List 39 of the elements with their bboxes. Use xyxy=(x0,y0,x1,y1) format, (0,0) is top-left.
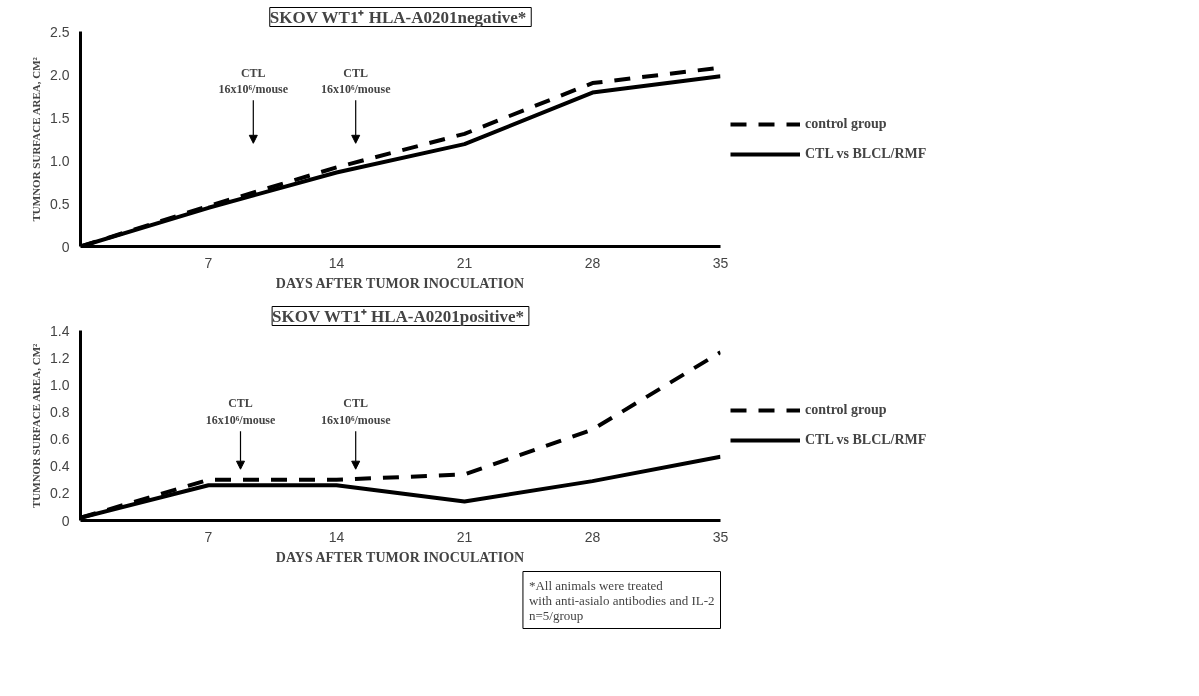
x-tick-label: 28 xyxy=(584,254,601,271)
y-tick-label: 1.2 xyxy=(50,349,70,366)
y-tick-label: 0 xyxy=(61,512,70,529)
y-tick-label: 0.4 xyxy=(50,458,70,475)
x-tick-label: 14 xyxy=(328,254,345,271)
y-tick-label: 0 xyxy=(61,238,70,255)
y-axis-title: TUMNOR SURFACE AREA, CM² xyxy=(30,342,43,509)
y-tick-label: 2.0 xyxy=(50,66,70,83)
annotation: CTL 16x10⁶/mouse xyxy=(218,65,289,97)
y-tick-label: 0.6 xyxy=(50,431,70,448)
legend-label: control group xyxy=(805,402,887,418)
x-tick-label: 7 xyxy=(204,528,213,545)
x-tick-label: 35 xyxy=(712,254,729,271)
annotation: CTL 16x10⁶/mouse xyxy=(320,396,392,428)
x-tick-label: 7 xyxy=(204,254,213,271)
chart-title: SKOV WT1⁺ HLA-A0201positive* xyxy=(272,306,525,326)
y-tick-label: 0.5 xyxy=(50,195,70,212)
x-axis-title: DAYS AFTER TUMOR INOCULATION xyxy=(275,275,525,291)
y-tick-label: 2.5 xyxy=(50,23,70,40)
x-tick-label: 21 xyxy=(456,254,473,271)
x-tick-label: 35 xyxy=(712,528,729,545)
chart-title: SKOV WT1⁺ HLA-A0201negative* xyxy=(269,7,527,27)
x-tick-label: 14 xyxy=(328,528,345,545)
annotation: CTL 16x10⁶/mouse xyxy=(205,396,276,428)
legend-label: control group xyxy=(805,115,887,132)
x-tick-label: 21 xyxy=(456,528,473,545)
y-tick-label: 1.5 xyxy=(50,109,70,126)
y-tick-label: 0.8 xyxy=(50,403,70,420)
annotation: CTL 16x10⁶/mouse xyxy=(320,65,392,97)
legend-label: CTL vs BLCL/RMF xyxy=(805,145,927,162)
text: *All animals were treated with anti-asialo antibodies and IL-2 n=5/group xyxy=(528,577,715,623)
y-tick-label: 1.4 xyxy=(50,322,70,339)
y-tick-label: 1.0 xyxy=(50,152,70,169)
x-tick-label: 28 xyxy=(584,528,601,545)
y-tick-label: 0.2 xyxy=(50,485,70,502)
y-tick-label: 1.0 xyxy=(50,376,70,393)
x-axis-title: DAYS AFTER TUMOR INOCULATION xyxy=(275,549,525,565)
y-axis-title: TUMNOR SURFACE AREA, CM² xyxy=(30,56,43,222)
legend-label: CTL vs BLCL/RMF xyxy=(805,432,927,448)
